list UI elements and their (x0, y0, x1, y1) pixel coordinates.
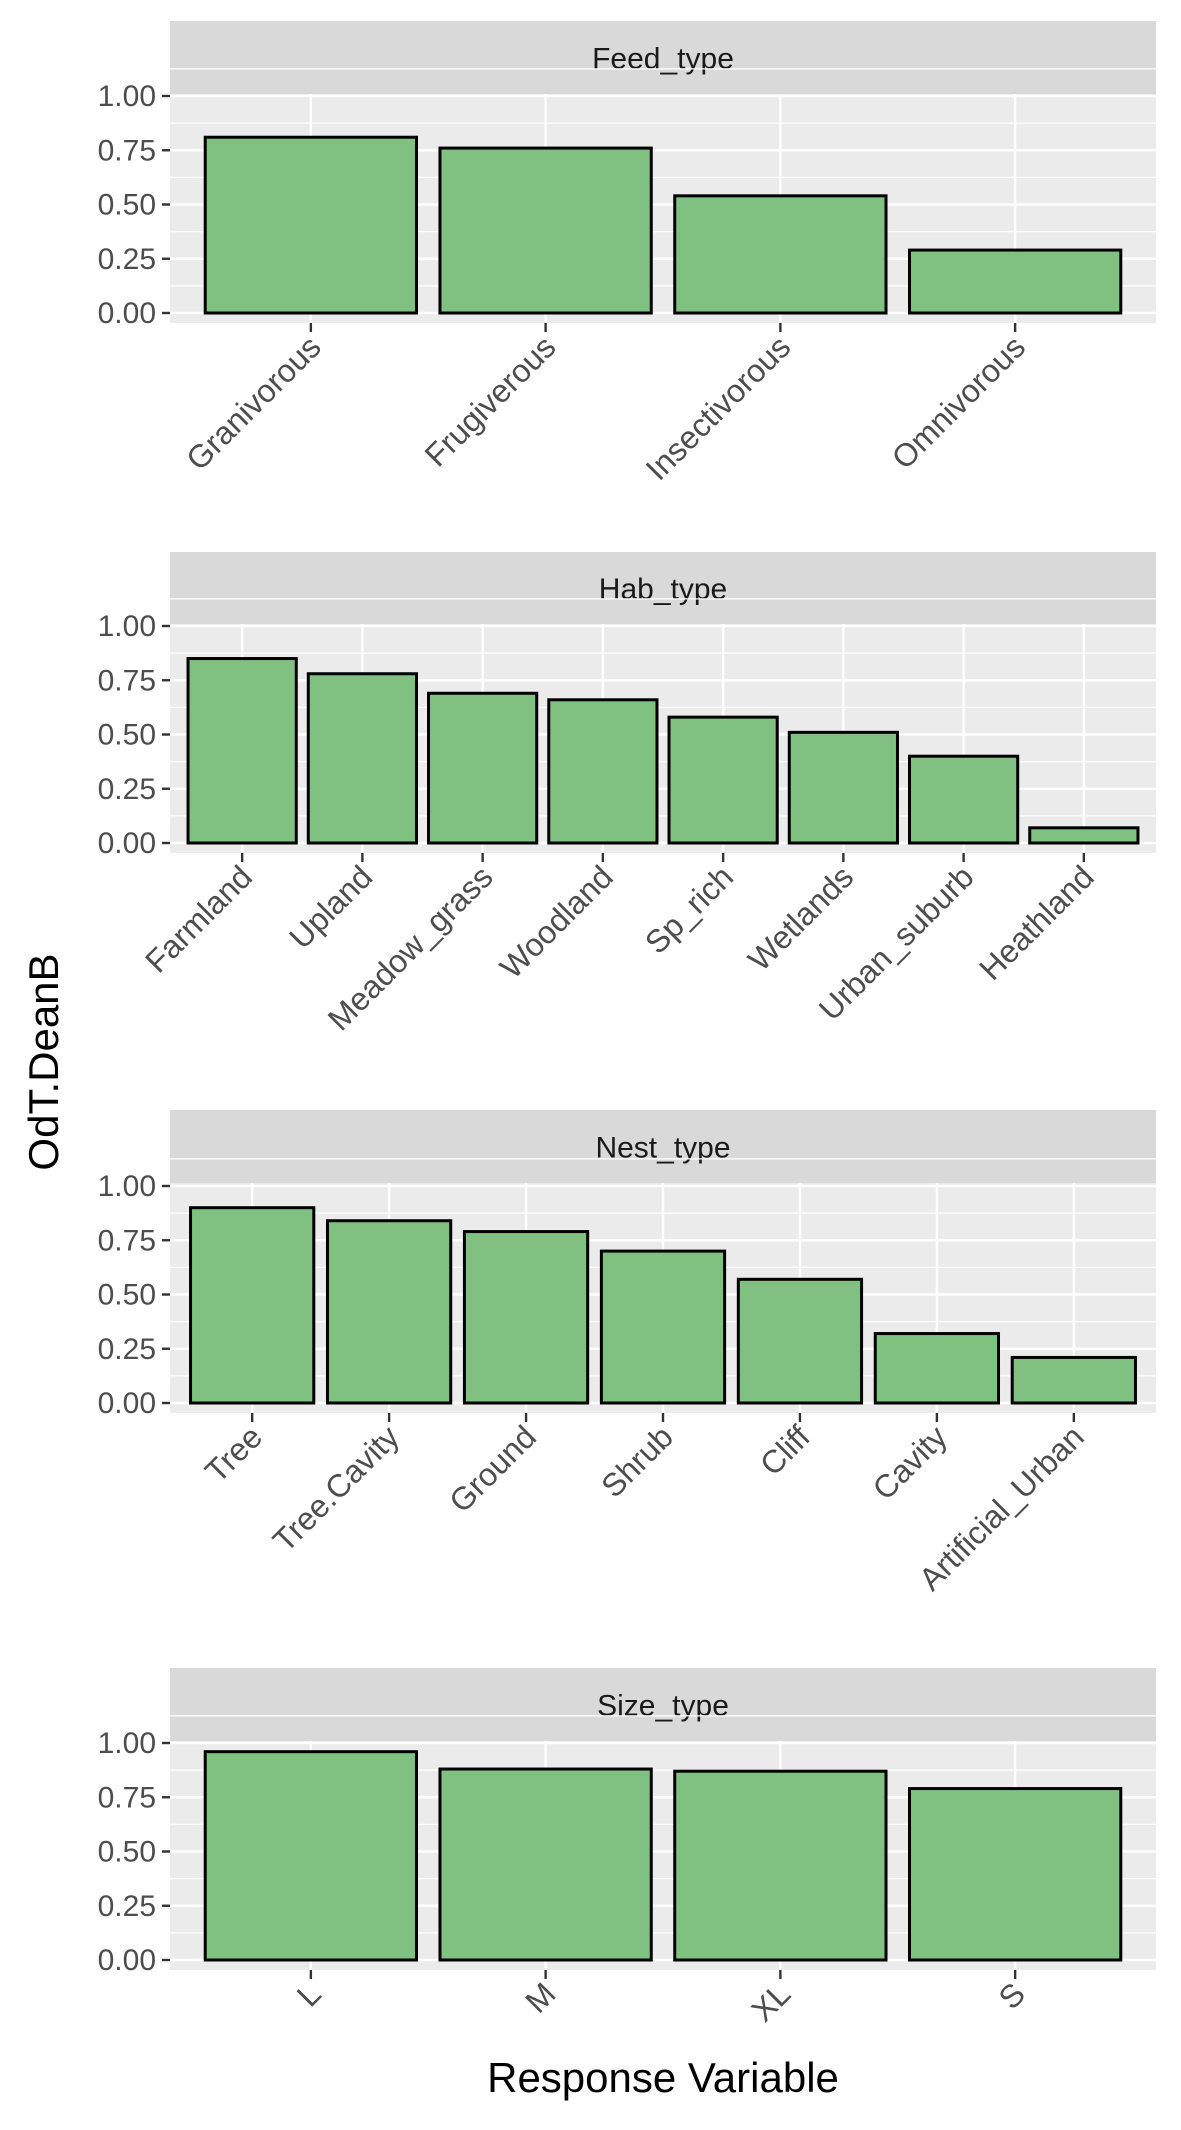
bar-Tree (189, 1206, 316, 1405)
bar-Cliff (736, 1277, 864, 1405)
y-tick-label: 0.50 (98, 719, 156, 752)
y-tick-label: 0.25 (98, 243, 156, 276)
x-tick-label: XL (744, 1975, 797, 2028)
bar-Meadow_grass (427, 691, 539, 845)
y-tick-label: 0.25 (98, 1333, 156, 1366)
facet-strip-label: Nest_type (595, 1132, 730, 1165)
facet-strip-label: Size_type (597, 1690, 729, 1723)
bar-Insectivorous (673, 194, 888, 315)
facet-panel-Nest_type: Nest_type 0.00 0.25 0.50 0.75 1.00 TreeTree.Ca… (98, 1110, 1156, 1597)
bar-Farmland (186, 657, 298, 845)
x-tick-label: Farmland (138, 858, 259, 979)
y-tick-label: 0.50 (98, 189, 156, 222)
bar-Cavity (873, 1332, 1001, 1405)
x-tick-label: Cavity (866, 1418, 954, 1506)
bar-Omnivorous (908, 248, 1123, 315)
bar-Shrub (599, 1249, 727, 1405)
x-tick-label: Sp_rich (638, 858, 740, 960)
facet-panel-Size_type: Size_type 0.00 0.25 0.50 0.75 1.00 L M XL S (98, 1668, 1156, 2029)
x-tick-label: Wetlands (741, 858, 860, 977)
bar-Artificial_Urban (1010, 1355, 1137, 1405)
y-tick-label: 0.00 (98, 1944, 156, 1977)
facet-strip (170, 1110, 1156, 1183)
x-tick-label: Frugiverous (418, 328, 563, 473)
bar-S (908, 1787, 1123, 1962)
y-tick-label: 0.25 (98, 1890, 156, 1923)
x-tick-label: Cliff (753, 1418, 817, 1482)
y-tick-label: 0.00 (98, 1387, 156, 1420)
bar-Urban_suburb (908, 754, 1020, 845)
y-tick-label: 0.75 (98, 134, 156, 167)
y-tick-label: 0.50 (98, 1836, 156, 1869)
facet-strip (170, 552, 1156, 624)
bar-Sp_rich (667, 715, 779, 845)
facet-strip-label: Hab_type (599, 573, 727, 606)
bar-M (438, 1767, 653, 1962)
y-tick-label: 0.75 (98, 1224, 156, 1257)
x-tick-label: Shrub (594, 1418, 680, 1504)
bar-XL (673, 1769, 888, 1962)
y-tick-label: 0.50 (98, 1279, 156, 1312)
bar-Woodland (547, 698, 659, 845)
x-tick-label: Tree.Cavity (266, 1418, 406, 1558)
y-axis-title: OdT.DeanB (20, 953, 67, 1170)
x-tick-label: Tree (198, 1418, 269, 1489)
x-tick-label: Heathland (972, 858, 1101, 987)
chart-panels: Feed_type 0.00 0.25 0.50 0.75 1.00 Granivorous… (98, 21, 1156, 2029)
facet-strip-label: Feed_type (592, 43, 734, 76)
bar-Heathland (1028, 826, 1140, 845)
x-tick-label: Insectivorous (639, 328, 798, 487)
x-axis-title: Response Variable (487, 2054, 839, 2101)
y-tick-label: 1.00 (98, 1170, 156, 1203)
bar-Upland (306, 672, 418, 845)
bar-Frugiverous (438, 146, 653, 315)
bar-Ground (462, 1230, 590, 1405)
y-tick-label: 0.25 (98, 773, 156, 806)
x-tick-label: Omnivorous (885, 328, 1032, 475)
x-tick-label: M (518, 1975, 562, 2019)
x-tick-label: Woodland (493, 858, 620, 985)
y-tick-label: 0.75 (98, 1781, 156, 1814)
x-tick-label: L (290, 1975, 328, 2013)
y-tick-label: 1.00 (98, 80, 156, 113)
y-tick-label: 0.00 (98, 827, 156, 860)
x-tick-label: Granivorous (179, 328, 328, 477)
y-tick-label: 1.00 (98, 1727, 156, 1760)
x-tick-label: Upland (282, 858, 379, 955)
y-tick-label: 0.75 (98, 664, 156, 697)
bar-Granivorous (203, 135, 418, 315)
facet-strip (170, 21, 1156, 94)
bar-Wetlands (787, 730, 899, 845)
bar-Tree.Cavity (325, 1219, 453, 1405)
x-tick-label: S (992, 1975, 1033, 2016)
facet-panel-Feed_type: Feed_type 0.00 0.25 0.50 0.75 1.00 Granivorous… (98, 21, 1156, 487)
x-tick-label: Ground (442, 1418, 543, 1519)
facet-panel-Hab_type: Hab_type 0.00 0.25 0.50 0.75 1.00 Farmland Upla… (98, 552, 1156, 1037)
facet-strip (170, 1668, 1156, 1741)
bar-L (203, 1750, 418, 1962)
y-tick-label: 0.00 (98, 297, 156, 330)
y-tick-label: 1.00 (98, 610, 156, 643)
